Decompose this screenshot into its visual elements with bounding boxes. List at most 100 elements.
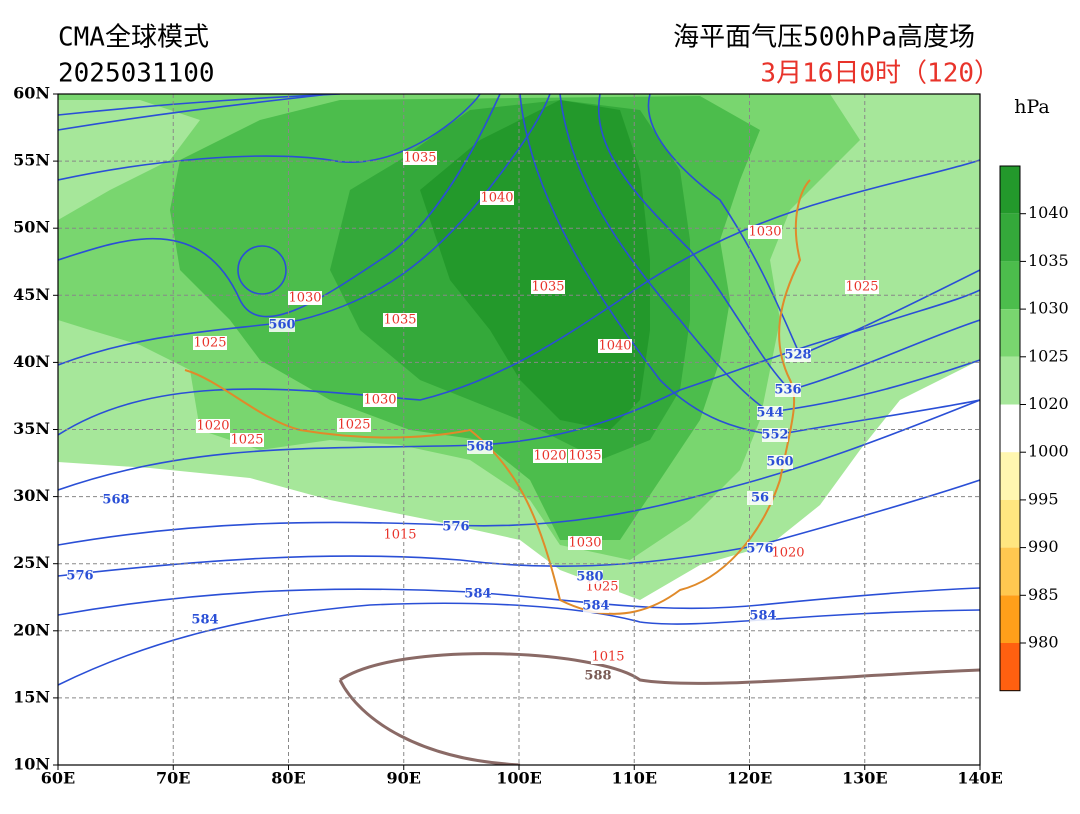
- colorbar-segment: [1000, 404, 1020, 453]
- height-label: 536: [774, 383, 801, 398]
- colorbar-segment: [1000, 166, 1020, 214]
- coastline: [184, 179, 811, 615]
- label-bg: [383, 528, 417, 542]
- label-bg: [269, 318, 295, 332]
- pressure-label: 1030: [363, 393, 396, 408]
- colorbar-label: 980: [1028, 633, 1059, 652]
- lat-label: 10N: [13, 755, 50, 774]
- colorbar-segment: [1000, 643, 1020, 691]
- pressure-label: 1015: [591, 650, 624, 665]
- lon-label: 110E: [611, 769, 657, 788]
- pressure-label: 1030: [748, 225, 781, 240]
- colorbar-segment: [1000, 309, 1020, 357]
- label-bg: [337, 418, 371, 432]
- height-label: 560: [766, 455, 793, 470]
- label-bg: [533, 449, 567, 463]
- colorbar-segment: [1000, 261, 1020, 310]
- pressure-label: 1035: [568, 449, 601, 464]
- model-name: CMA全球模式: [58, 23, 209, 53]
- label-bg: [403, 151, 437, 165]
- colorbar-label: 1035: [1028, 251, 1069, 270]
- colorbar-label: 1030: [1028, 299, 1069, 318]
- pressure-label: 1020: [196, 419, 229, 434]
- label-bg: [585, 669, 611, 683]
- colorbar: 1040 1035 1030 1025 1020 1000 995 990 985 980: [999, 165, 1069, 692]
- pressure-label: 1020: [533, 449, 566, 464]
- colorbar-segment: [1000, 452, 1020, 500]
- height-label: 552: [761, 428, 788, 443]
- pressure-label: 1025: [337, 418, 370, 433]
- lat-label: 55N: [13, 151, 50, 170]
- label-bg: [192, 613, 218, 627]
- label-bg: [845, 280, 879, 294]
- lat-label: 30N: [13, 486, 50, 505]
- colorbar-label: 1000: [1028, 442, 1069, 461]
- label-bg: [785, 348, 811, 362]
- pressure-1040: [420, 100, 650, 430]
- lat-label: 25N: [13, 553, 50, 572]
- colorbar-label: 985: [1028, 585, 1059, 604]
- product-title: 海平面气压500hPa高度场: [673, 23, 975, 53]
- lon-label: 120E: [727, 769, 773, 788]
- height-label: 568: [102, 493, 129, 508]
- grid: 60E 70E 80E 90E 100E 110E 120E 130E 140E 10N 15N 20…: [13, 84, 1003, 788]
- lon-label: 100E: [496, 769, 542, 788]
- pressure-label: 1025: [193, 336, 226, 351]
- label-bg: [577, 570, 603, 584]
- height-label: 576: [66, 569, 93, 584]
- height-label: 560: [268, 318, 295, 333]
- lat-label: 15N: [13, 687, 50, 706]
- lat-label: 45N: [13, 285, 50, 304]
- colorbar-unit: hPa: [1014, 96, 1050, 118]
- pressure-label: 1030: [288, 291, 321, 306]
- height-label: 580: [576, 570, 603, 585]
- label-bg: [775, 383, 801, 397]
- label-bg: [196, 419, 230, 433]
- contour-labels: 1035 1040 1030 1025 1030 1035 1035 1040 1025 1030…: [66, 151, 879, 684]
- label-bg: [480, 191, 514, 205]
- colorbar-label: 1040: [1028, 203, 1069, 222]
- height-label: 584: [191, 613, 218, 628]
- label-bg: [230, 433, 264, 447]
- label-bg: [591, 650, 625, 664]
- label-bg: [443, 520, 469, 534]
- height-label: 576: [442, 520, 469, 535]
- pressure-label: 1035: [403, 151, 436, 166]
- label-bg: [762, 428, 788, 442]
- height-label: 588: [584, 669, 611, 684]
- height-label: 544: [756, 406, 783, 421]
- label-bg: [103, 493, 129, 507]
- colorbar-frame: [999, 165, 1021, 692]
- label-bg: [747, 491, 773, 505]
- lat-label: 40N: [13, 352, 50, 371]
- lat-label: 50N: [13, 218, 50, 237]
- label-bg: [383, 313, 417, 327]
- label-bg: [748, 225, 782, 239]
- lon-label: 60E: [41, 769, 75, 788]
- lon-label: 70E: [156, 769, 190, 788]
- height-label: 56: [751, 491, 769, 506]
- colorbar-segment: [1000, 595, 1020, 643]
- label-bg: [193, 336, 227, 350]
- height-label: 568: [466, 440, 493, 455]
- lat-label: 60N: [13, 84, 50, 103]
- colorbar-label: 990: [1028, 537, 1059, 556]
- label-bg: [568, 536, 602, 550]
- height-588: [338, 652, 980, 765]
- height-label: 584: [582, 599, 609, 614]
- pressure-label: 1030: [568, 536, 601, 551]
- init-time: 2025031100: [58, 59, 215, 89]
- valid-time: 3月16日0时（120）: [760, 59, 1000, 89]
- lat-label: 20N: [13, 620, 50, 639]
- label-bg: [767, 455, 793, 469]
- pressure-label: 1020: [771, 546, 804, 561]
- label-bg: [583, 599, 609, 613]
- label-bg: [467, 440, 493, 454]
- pressure-label: 1040: [480, 191, 513, 206]
- label-bg: [363, 393, 397, 407]
- colorbar-segment: [1000, 547, 1020, 596]
- height-label: 584: [464, 587, 491, 602]
- lon-label: 80E: [271, 769, 305, 788]
- lon-label: 140E: [957, 769, 1003, 788]
